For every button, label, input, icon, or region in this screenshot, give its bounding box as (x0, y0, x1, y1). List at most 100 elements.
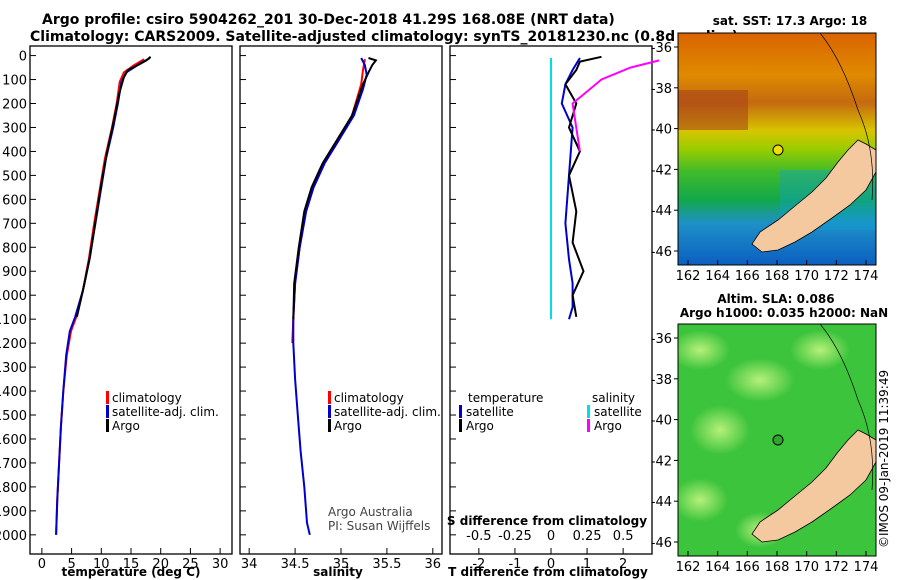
sla-blob (725, 358, 795, 402)
temperature-legend: climatology satellite-adj. clim. Argo (106, 391, 219, 433)
x-tick-label: 20 (152, 557, 169, 572)
legend-s-argo-swatch (587, 419, 590, 432)
legend-climatology: climatology (112, 391, 182, 405)
legend-satellite-swatch (328, 405, 331, 418)
depth-tick-label: 400 (2, 145, 27, 160)
lon-tick-label: 174 (854, 269, 879, 284)
depth-tick-label: 800 (2, 241, 27, 256)
legend-s-satellite: satellite (594, 405, 642, 419)
sst-warm-patch (678, 90, 748, 130)
legend-satellite-swatch (106, 405, 109, 418)
x-tick-label: 35 (333, 557, 350, 572)
legend-argo-swatch (106, 419, 109, 432)
depth-tick-label: 0 (19, 50, 27, 65)
depth-tick-label: 900 (2, 265, 27, 280)
temperature-axis-label: temperature (deg C) (62, 565, 201, 579)
lon-tick-label: 164 (705, 269, 730, 284)
depth-tick-label: 1100 (0, 313, 27, 328)
lon-tick-label: 172 (824, 269, 849, 284)
temperature-panel-frame (29, 45, 233, 555)
lon-tick-label: 170 (794, 560, 819, 575)
depth-tick-label: 1900 (0, 505, 27, 520)
lon-tick-label: 162 (676, 560, 701, 575)
lat-tick-label: -44 (651, 204, 672, 219)
legend-satellite: satellite-adj. clim. (112, 405, 219, 419)
salinity-panel-frame (239, 45, 443, 555)
lon-tick-label: 168 (765, 560, 790, 575)
credit-pi: PI: Susan Wijffels (328, 519, 430, 533)
argo-float-marker (772, 144, 784, 156)
legend-satellite: satellite-adj. clim. (334, 405, 441, 419)
legend-argo: Argo (334, 419, 362, 433)
south-island-land (751, 139, 876, 253)
lon-tick-label: 166 (735, 560, 760, 575)
series-argo (75, 56, 152, 318)
lon-tick-label: 174 (854, 560, 879, 575)
lat-tick-label: -40 (651, 414, 672, 429)
lon-tick-label: 162 (676, 269, 701, 284)
series-climatology (291, 59, 366, 344)
series-argo (292, 57, 378, 320)
x-tick-label: 36 (425, 557, 442, 572)
x-tick-label: 30 (212, 557, 229, 572)
x-tick-label: 34 (241, 557, 258, 572)
depth-tick-label: 1000 (0, 289, 27, 304)
sla-blob (790, 330, 850, 370)
sla-isobath (819, 324, 874, 491)
sla-map (678, 324, 876, 556)
x-tick-label: 15 (123, 557, 140, 572)
lat-tick-label: -38 (651, 82, 672, 97)
x-tick-label: 25 (182, 557, 199, 572)
depth-tick-label: 1800 (0, 481, 27, 496)
depth-tick-label: 2000 (0, 529, 27, 544)
lon-tick-label: 166 (735, 269, 760, 284)
sla-blob (690, 405, 750, 455)
depth-tick-label: 300 (2, 121, 27, 136)
depth-tick-label: 600 (2, 193, 27, 208)
sst-map (678, 33, 876, 265)
legend-s-argo: Argo (594, 419, 622, 433)
lat-tick-label: -44 (651, 495, 672, 510)
series-satellite-adj-clim- (292, 57, 368, 536)
lat-tick-label: -42 (651, 163, 672, 178)
plot-title-line2: Climatology: CARS2009. Satellite-adjuste… (30, 29, 739, 45)
argo-float-marker (772, 434, 784, 446)
lon-tick-label: 164 (705, 560, 730, 575)
depth-tick-label: 1200 (0, 337, 27, 352)
legend-temperature-title: temperature (468, 391, 543, 405)
depth-tick-label: 1300 (0, 361, 27, 376)
difference-legend: temperature salinity satellite Argo sate… (459, 391, 642, 433)
x-tick-label: 0 (38, 557, 46, 572)
series-s-argo (571, 59, 660, 152)
depth-tick-label: 1400 (0, 385, 27, 400)
lat-tick-label: -36 (651, 332, 672, 347)
legend-argo: Argo (112, 419, 140, 433)
legend-climatology: climatology (334, 391, 404, 405)
legend-t-argo: Argo (466, 419, 494, 433)
sla-blob (678, 478, 728, 522)
depth-tick-label: 1700 (0, 457, 27, 472)
lon-tick-label: 170 (794, 269, 819, 284)
depth-tick-label: 100 (2, 74, 27, 89)
lat-tick-label: -40 (651, 123, 672, 138)
legend-salinity-title: salinity (592, 391, 635, 405)
depth-tick-label: 700 (2, 217, 27, 232)
x-tick-label: 5 (67, 557, 75, 572)
legend-t-satellite-swatch (459, 405, 462, 418)
s-diff-tick-label: 0.25 (573, 529, 602, 544)
sst-map-title: sat. SST: 17.3 Argo: 18 (713, 14, 867, 28)
legend-s-satellite-swatch (587, 405, 590, 418)
legend-climatology-swatch (328, 391, 331, 404)
credit-argo-australia: Argo Australia (328, 505, 413, 519)
x-tick-label: 2 (619, 557, 627, 572)
sst-isobath (819, 33, 874, 201)
x-tick-label: 1 (583, 557, 591, 572)
plot-title-line1: Argo profile: csiro 5904262_201 30-Dec-2… (42, 12, 615, 28)
x-tick-label: 0 (547, 557, 555, 572)
legend-argo-swatch (328, 419, 331, 432)
x-tick-label: 34.5 (281, 557, 310, 572)
south-island-land (751, 429, 876, 543)
lat-tick-label: -38 (651, 373, 672, 388)
sla-map-title-1: Altim. SLA: 0.086 (717, 292, 834, 306)
